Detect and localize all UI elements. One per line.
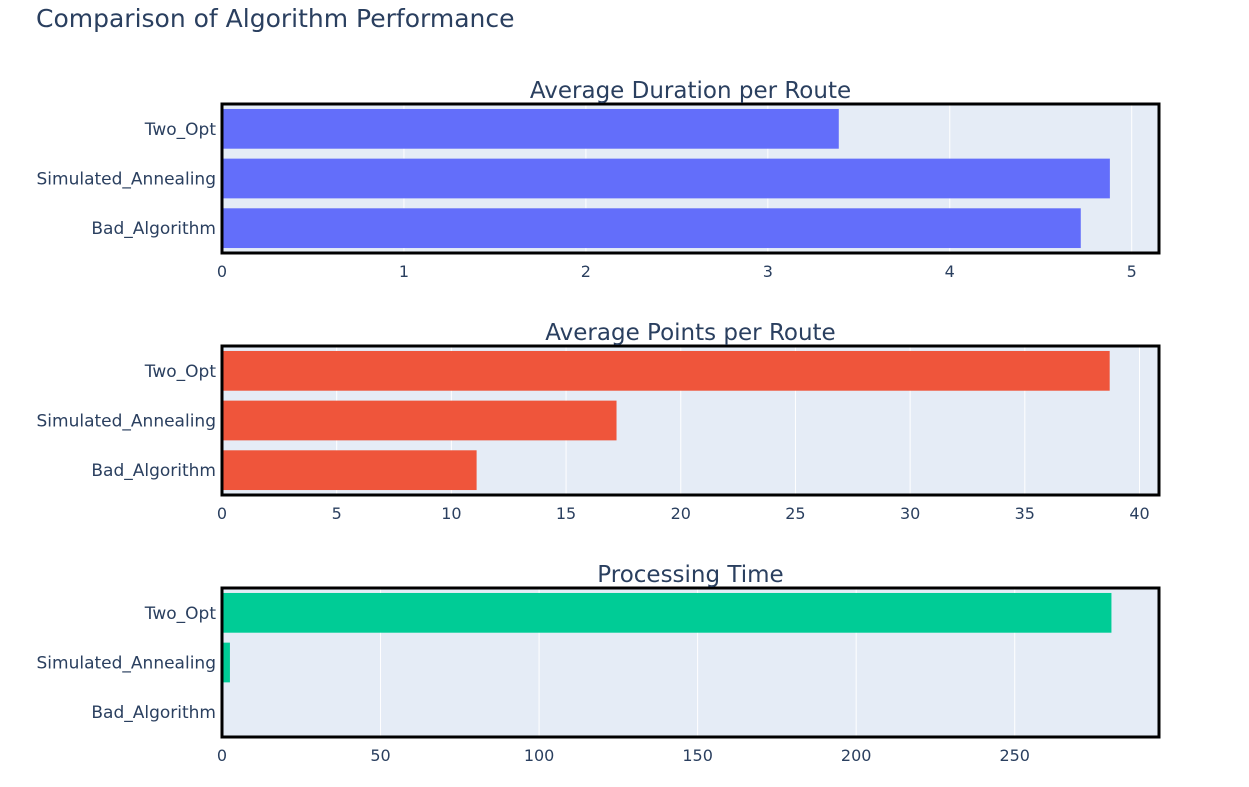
subplot-title: Processing Time (597, 562, 783, 588)
bar (222, 208, 1081, 249)
category-label: Two_Opt (144, 362, 217, 382)
x-tick-label: 100 (524, 746, 555, 765)
category-label: Simulated_Annealing (37, 170, 216, 190)
x-tick-label: 0 (217, 746, 227, 765)
x-tick-label: 5 (1127, 262, 1137, 281)
subplot-3: Processing Time Two_Opt Simulated_Annealin… (37, 562, 1161, 765)
x-tick-label: 20 (671, 504, 691, 523)
x-tick-label: 250 (999, 746, 1030, 765)
subplot-title: Average Duration per Route (530, 78, 851, 104)
category-label: Two_Opt (144, 120, 217, 140)
category-label: Simulated_Annealing (37, 412, 216, 432)
x-tick-label: 15 (556, 504, 576, 523)
subplot-2: Average Points per Route Two_Opt Simulated… (37, 320, 1161, 523)
subplot-title: Average Points per Route (545, 320, 835, 346)
x-tick-label: 50 (370, 746, 390, 765)
x-tick-label: 40 (1129, 504, 1149, 523)
x-tick-label: 0 (217, 504, 227, 523)
bar (222, 450, 477, 491)
main-title: Comparison of Algorithm Performance (36, 4, 515, 33)
plot-frame (220, 586, 1161, 739)
x-tick-label: 2 (581, 262, 591, 281)
x-tick-label: 4 (945, 262, 955, 281)
subplot-1: Average Duration per Route Two_Opt Simulat… (37, 78, 1161, 281)
x-tick-label: 3 (763, 262, 773, 281)
category-label: Bad_Algorithm (91, 703, 216, 723)
x-tick-label: 10 (441, 504, 461, 523)
x-tick-label: 1 (399, 262, 409, 281)
x-tick-label: 200 (841, 746, 872, 765)
x-tick-label: 35 (1015, 504, 1035, 523)
x-tick-label: 150 (682, 746, 713, 765)
plot-frame (220, 344, 1161, 497)
x-tick-label: 0 (217, 262, 227, 281)
bar (222, 400, 617, 441)
bar (222, 642, 230, 683)
plot-frame (220, 102, 1161, 255)
category-label: Simulated_Annealing (37, 654, 216, 674)
category-label: Bad_Algorithm (91, 461, 216, 481)
bar (222, 350, 1110, 391)
x-tick-label: 25 (785, 504, 805, 523)
x-tick-label: 30 (900, 504, 920, 523)
bar (222, 592, 1112, 633)
bar (222, 108, 839, 149)
bar (222, 158, 1110, 199)
x-tick-label: 5 (332, 504, 342, 523)
category-label: Two_Opt (144, 604, 217, 624)
category-label: Bad_Algorithm (91, 219, 216, 239)
